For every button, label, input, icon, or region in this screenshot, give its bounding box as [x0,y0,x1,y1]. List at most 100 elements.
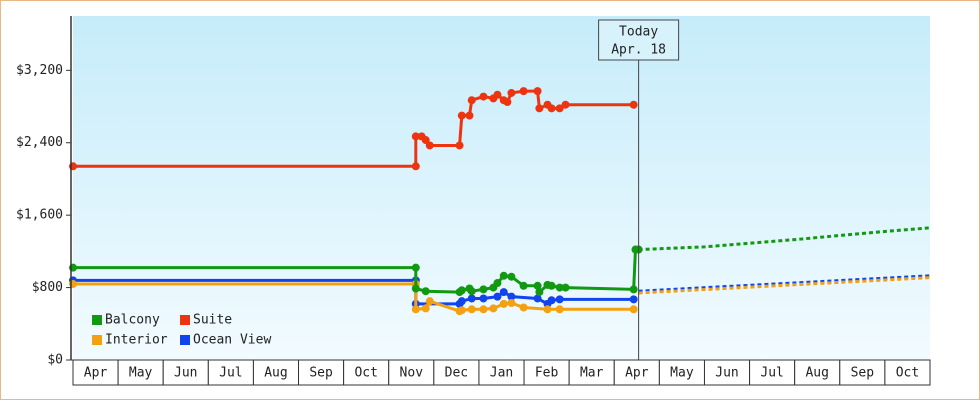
point [489,304,498,313]
x-tick-cell [72,359,119,386]
point [467,294,476,303]
y-tick-label: $3,200 [16,63,63,78]
point [411,305,420,314]
x-tick-label: Mar [580,366,604,381]
point [543,305,552,314]
point [421,136,430,145]
x-tick-label: Oct [896,366,919,381]
point [547,296,556,305]
series-line [73,282,634,313]
x-tick-cell [478,359,525,386]
x-tick-label: Jun [715,366,738,381]
point [493,279,502,288]
x-tick-label: Jul [760,366,783,381]
x-tick-cell [568,359,615,386]
point [507,272,516,281]
x-tick-cell [433,359,480,386]
x-tick-cell [298,359,345,386]
point [479,285,488,294]
x-tick-cell [162,359,209,386]
point [411,132,420,141]
point [425,297,434,306]
x-tick-cell [613,359,660,386]
point [561,100,570,109]
today-title: Today [619,25,658,40]
point [69,263,77,272]
point [533,294,542,303]
legend-swatch [92,315,102,325]
point [455,141,464,150]
y-tick-label: $1,600 [16,208,63,223]
x-tick-label: Oct [354,366,377,381]
legend-swatch [180,315,190,325]
point [507,292,516,301]
x-tick-label: Sep [309,366,333,381]
point [533,87,542,96]
point [425,141,434,150]
point [507,88,516,97]
x-tick-label: Aug [264,366,287,381]
point [457,286,466,295]
x-tick-cell [794,359,841,386]
point [555,305,564,314]
x-tick-cell [749,359,796,386]
point [555,295,564,304]
point [411,162,420,171]
point [467,305,476,314]
x-tick-label: Jan [490,366,513,381]
plot-area [73,16,930,360]
point [467,96,476,105]
point [479,294,488,303]
x-tick-label: Jun [174,366,197,381]
point [533,281,542,290]
x-tick-label: May [670,366,694,381]
point [421,304,430,313]
point [535,104,544,113]
y-tick-label: $2,400 [16,135,63,150]
legend-label: Suite [193,313,232,328]
today-box [598,19,680,61]
point [629,100,638,109]
point [421,287,430,296]
point [457,111,466,120]
x-tick-label: Nov [400,366,424,381]
point [467,287,476,296]
point [493,292,502,301]
point [465,111,474,120]
legend-swatch [180,335,190,345]
point [499,271,508,280]
point [629,285,638,294]
point [457,306,466,315]
point [561,283,570,292]
point [629,305,638,314]
point [493,90,502,99]
point [535,288,544,297]
point [629,295,638,304]
point [479,92,488,101]
point [69,162,77,171]
legend-label: Interior [105,333,168,348]
point [457,297,466,306]
legend-label: Ocean View [193,333,271,348]
point [499,288,508,297]
point [519,303,528,312]
point [69,279,77,288]
x-tick-label: May [129,366,153,381]
x-tick-label: Jul [219,366,242,381]
x-tick-label: Sep [851,366,875,381]
x-tick-label: Apr [84,366,108,381]
x-tick-cell [343,359,390,386]
point [547,104,556,113]
legend-label: Balcony [105,313,160,328]
point [555,283,564,292]
x-tick-label: Apr [625,366,649,381]
x-tick-cell [523,359,570,386]
x-tick-cell [388,359,435,386]
forecast-line [638,226,931,252]
point [411,263,420,272]
y-tick-label: $800 [32,280,63,295]
x-tick-cell [884,359,931,386]
x-tick-cell [207,359,254,386]
x-tick-cell [703,359,751,386]
